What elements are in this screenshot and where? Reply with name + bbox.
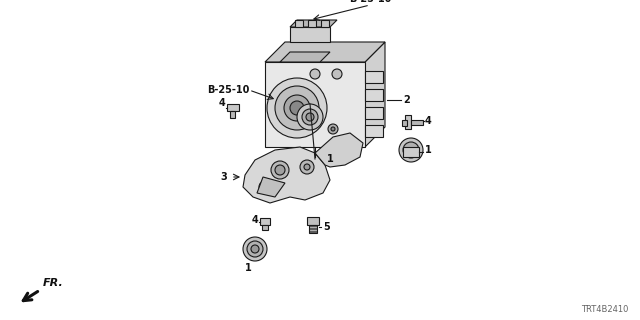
Text: 1: 1: [245, 263, 252, 273]
Circle shape: [243, 237, 267, 261]
Circle shape: [300, 160, 314, 174]
Polygon shape: [290, 27, 330, 42]
Circle shape: [284, 95, 310, 121]
Circle shape: [267, 78, 327, 138]
Circle shape: [290, 101, 304, 115]
Circle shape: [304, 164, 310, 170]
Circle shape: [275, 165, 285, 175]
Polygon shape: [265, 42, 385, 62]
Bar: [365, 125, 383, 137]
Polygon shape: [243, 147, 330, 203]
Bar: [411, 120, 423, 125]
Bar: [405, 115, 411, 129]
Text: 4: 4: [425, 116, 432, 126]
Circle shape: [306, 113, 314, 121]
Bar: [365, 107, 383, 119]
Bar: [260, 218, 270, 225]
Polygon shape: [315, 133, 363, 167]
Bar: [308, 20, 316, 27]
Text: B-25-10: B-25-10: [207, 85, 250, 95]
Bar: [403, 147, 419, 157]
Circle shape: [302, 109, 318, 125]
Text: FR.: FR.: [43, 278, 64, 288]
Bar: [309, 225, 317, 233]
Circle shape: [259, 181, 271, 193]
Circle shape: [263, 185, 267, 189]
Text: TRT4B2410: TRT4B2410: [580, 305, 628, 314]
Polygon shape: [280, 52, 330, 62]
Circle shape: [247, 241, 263, 257]
Text: B-25-10: B-25-10: [349, 0, 391, 4]
Text: 4: 4: [218, 98, 225, 108]
Circle shape: [403, 142, 419, 158]
Bar: [321, 20, 329, 27]
Bar: [265, 62, 365, 147]
Bar: [365, 89, 383, 101]
Text: 3: 3: [220, 172, 227, 182]
Text: 1: 1: [327, 154, 333, 164]
Circle shape: [251, 245, 259, 253]
Circle shape: [331, 127, 335, 131]
Circle shape: [328, 124, 338, 134]
Text: 5: 5: [323, 222, 330, 232]
Bar: [262, 225, 268, 230]
Bar: [295, 20, 303, 27]
Circle shape: [275, 86, 319, 130]
Text: 2: 2: [403, 95, 410, 105]
Polygon shape: [257, 177, 285, 197]
Bar: [365, 71, 383, 83]
Circle shape: [332, 69, 342, 79]
Text: 1: 1: [425, 145, 432, 155]
Text: 4: 4: [252, 215, 258, 225]
Bar: [227, 104, 239, 111]
Bar: [307, 217, 319, 225]
Circle shape: [271, 161, 289, 179]
Circle shape: [310, 69, 320, 79]
Polygon shape: [365, 42, 385, 147]
Circle shape: [399, 138, 423, 162]
Bar: [402, 120, 407, 126]
Polygon shape: [290, 20, 337, 27]
Bar: [230, 111, 235, 118]
Circle shape: [297, 104, 323, 130]
